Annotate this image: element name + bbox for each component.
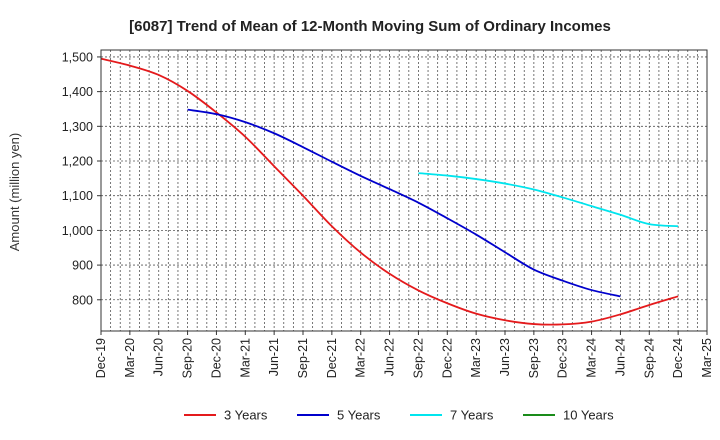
- x-tick-label: Mar-25: [700, 338, 714, 378]
- series-line-7-years: [418, 172, 679, 228]
- series-line-3-years: [100, 57, 679, 326]
- x-tick-label: Dec-19: [94, 338, 108, 378]
- x-tick-label: Dec-21: [325, 338, 339, 378]
- y-tick-label: 1,400: [62, 85, 93, 99]
- x-tick-label: Jun-21: [267, 338, 281, 376]
- x-tick-label: Jun-23: [498, 338, 512, 376]
- x-tick-label: Mar-24: [585, 338, 599, 378]
- x-tick-label: Mar-23: [469, 338, 483, 378]
- x-tick-label: Jun-20: [152, 338, 166, 376]
- chart-title: [6087] Trend of Mean of 12-Month Moving …: [129, 18, 611, 35]
- x-tick-label: Sep-21: [296, 338, 310, 378]
- x-tick-label: Jun-24: [613, 338, 627, 376]
- x-tick-label: Mar-22: [354, 338, 368, 378]
- x-tick-label: Dec-24: [671, 338, 685, 378]
- legend-label-5-years: 5 Years: [337, 408, 381, 423]
- y-tick-layer: 800 900 1,000 1,100 1,200 1,300 1,400 1,500: [62, 50, 101, 307]
- series-layer: [100, 57, 679, 326]
- x-tick-layer: Dec-19 Mar-20 Jun-20 Sep-20 Dec-20 Mar-21 Jun-…: [94, 331, 714, 378]
- x-tick-label: Jun-22: [383, 338, 397, 376]
- y-tick-label: 1,300: [62, 120, 93, 134]
- y-tick-label: 1,200: [62, 155, 93, 169]
- x-tick-label: Mar-21: [238, 338, 252, 378]
- x-tick-label: Dec-20: [209, 338, 223, 378]
- x-tick-label: Dec-23: [556, 338, 570, 378]
- x-tick-label: Sep-20: [181, 338, 195, 378]
- plot-frame: [100, 49, 708, 332]
- y-axis-label: Amount (million yen): [7, 133, 22, 252]
- x-tick-label: Sep-23: [527, 338, 541, 378]
- grid-layer: [101, 50, 707, 331]
- series-line-5-years: [187, 108, 621, 298]
- y-tick-label: 1,500: [62, 50, 93, 64]
- y-tick-label: 1,100: [62, 189, 93, 203]
- legend-label-3-years: 3 Years: [224, 408, 268, 423]
- y-tick-label: 1,000: [62, 224, 93, 238]
- y-tick-label: 900: [72, 259, 93, 273]
- x-tick-label: Sep-22: [411, 338, 425, 378]
- x-tick-label: Dec-22: [440, 338, 454, 378]
- legend-label-7-years: 7 Years: [450, 408, 494, 423]
- x-tick-label: Mar-20: [123, 338, 137, 378]
- y-tick-label: 800: [72, 293, 93, 307]
- legend: 3 Years 5 Years 7 Years 10 Years: [184, 408, 614, 423]
- legend-label-10-years: 10 Years: [563, 408, 614, 423]
- x-tick-label: Sep-24: [642, 338, 656, 378]
